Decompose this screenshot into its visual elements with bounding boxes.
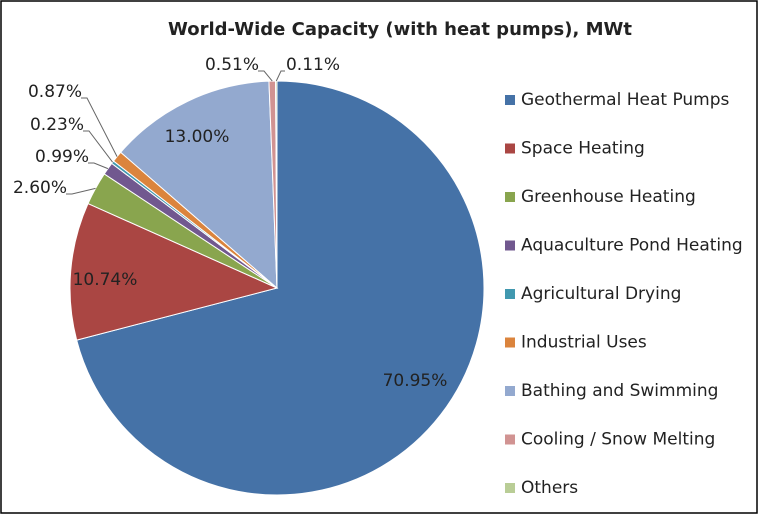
data-label: 0.23% (30, 115, 84, 135)
legend-label: Bathing and Swimming (521, 381, 718, 401)
data-label: 0.99% (35, 147, 89, 167)
data-label: 70.95% (383, 371, 448, 391)
legend-swatch (505, 434, 515, 445)
legend-swatch (505, 95, 515, 105)
pie-slice (275, 80, 278, 289)
pie-slice (76, 80, 485, 496)
legend-swatch (505, 483, 515, 493)
data-label: 2.60% (13, 178, 67, 198)
legend-label: Industrial Uses (521, 333, 647, 353)
leader-line (275, 70, 285, 82)
legend-label: Greenhouse Heating (521, 187, 696, 207)
legend-label: Agricultural Drying (521, 284, 681, 304)
legend-label: Cooling / Snow Melting (521, 430, 715, 450)
pie-slice (69, 202, 279, 341)
legend-swatch (505, 386, 515, 396)
leader-line (88, 162, 109, 170)
legend-swatch (505, 192, 515, 202)
leader-line (66, 187, 96, 195)
legend-swatch (505, 289, 515, 299)
legend-swatch (505, 143, 515, 154)
legend-label: Others (521, 478, 578, 498)
data-label: 10.74% (73, 270, 138, 290)
data-label: 13.00% (165, 127, 230, 147)
legend-label: Aquaculture Pond Heating (521, 236, 743, 256)
legend-swatch (505, 240, 515, 251)
data-label: 0.51% (205, 55, 259, 75)
data-label: 0.11% (286, 55, 340, 75)
legend-label: Space Heating (521, 139, 645, 159)
legend-label: Geothermal Heat Pumps (521, 90, 730, 110)
pie-slice (119, 80, 278, 290)
leader-line (83, 130, 114, 163)
legend-swatch (505, 337, 515, 348)
chart-title: World-Wide Capacity (with heat pumps), M… (168, 19, 632, 40)
leader-line (81, 97, 118, 157)
leader-line (258, 70, 273, 82)
data-label: 0.87% (28, 82, 82, 102)
